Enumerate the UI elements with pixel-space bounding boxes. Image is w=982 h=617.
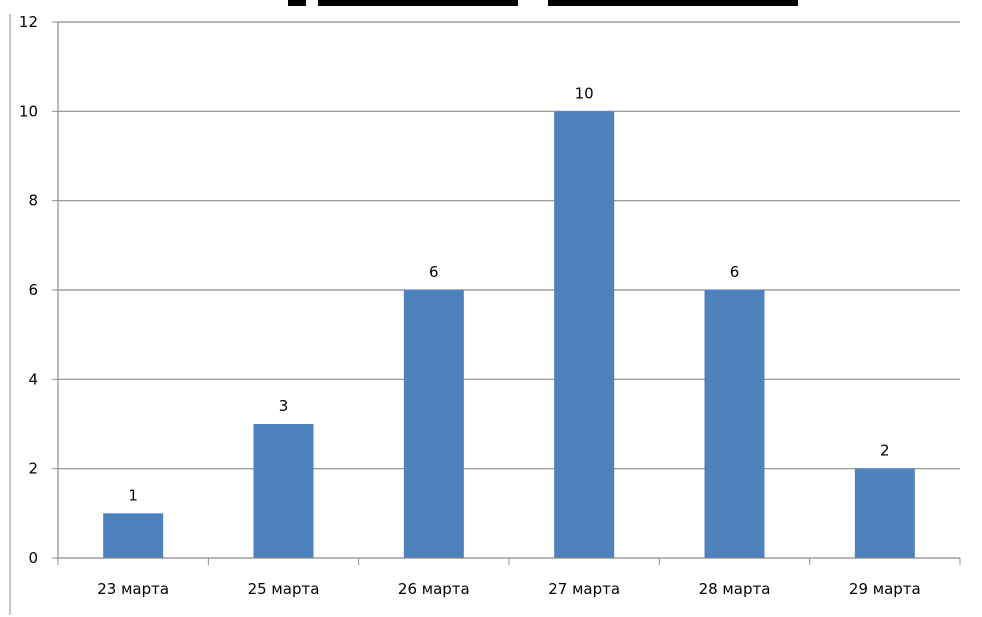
title-fragment-2	[318, 0, 518, 6]
x-tick-label: 26 марта	[398, 580, 470, 598]
bar	[554, 111, 615, 558]
x-tick-label: 29 марта	[849, 580, 921, 598]
data-label: 6	[429, 263, 439, 281]
chart-title-cropped	[288, 0, 798, 6]
title-fragment-3	[548, 0, 798, 6]
data-label: 10	[575, 84, 594, 102]
x-tick-label: 23 марта	[97, 580, 169, 598]
data-label: 2	[880, 442, 890, 460]
x-tick-label: 28 марта	[699, 580, 771, 598]
axes	[52, 21, 961, 565]
y-tick-label: 2	[28, 460, 38, 478]
y-tick-label: 4	[28, 370, 38, 388]
title-fragment-1	[288, 0, 306, 6]
data-label: 1	[128, 486, 138, 504]
x-tick-labels: 23 марта 25 марта 26 марта 27 марта 28 марта…	[97, 580, 920, 598]
bar	[704, 290, 765, 558]
bar	[253, 424, 314, 558]
data-label: 6	[730, 263, 740, 281]
y-tick-label: 12	[19, 13, 38, 31]
y-tick-label: 10	[19, 102, 38, 120]
x-tick-label: 25 марта	[248, 580, 320, 598]
y-tick-label: 6	[28, 281, 38, 299]
bars	[103, 111, 915, 558]
y-tick-labels: 0 2 4 6 8 10 12	[19, 13, 38, 567]
gridlines	[58, 21, 960, 470]
data-labels: 1 3 6 10 6 2	[128, 84, 889, 504]
bar	[103, 513, 164, 558]
y-tick-label: 8	[28, 192, 38, 210]
bar	[403, 290, 464, 558]
y-tick-label: 0	[28, 549, 38, 567]
bar	[854, 468, 915, 558]
data-label: 3	[279, 397, 289, 415]
x-tick-label: 27 марта	[548, 580, 620, 598]
